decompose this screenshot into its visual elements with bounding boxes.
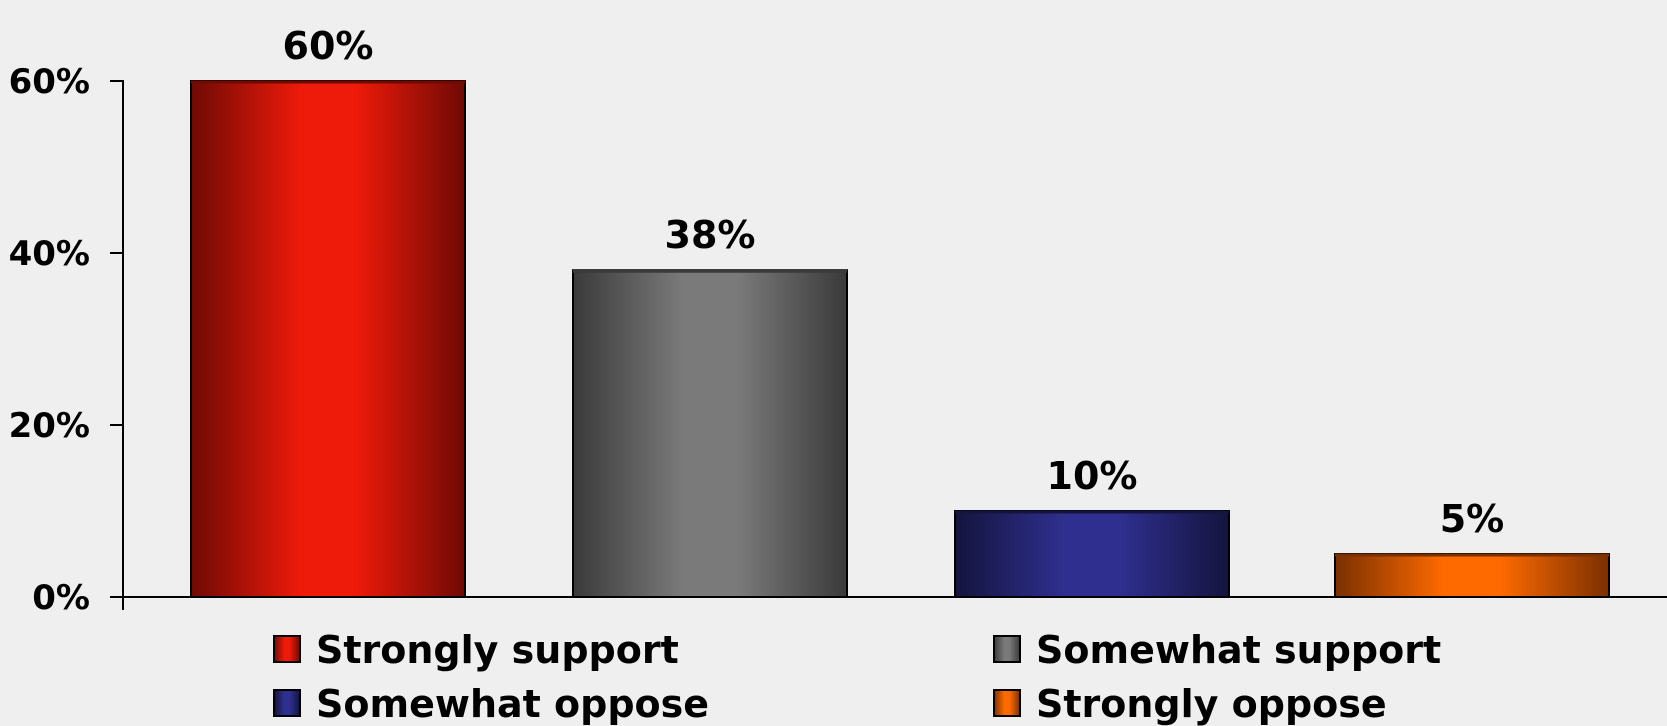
legend-label: Strongly oppose bbox=[1036, 682, 1387, 726]
data-labels: 60% 38% 10% 5% bbox=[283, 24, 1505, 541]
legend-swatch bbox=[273, 689, 301, 717]
bars-layer bbox=[190, 80, 1610, 598]
y-tick-label: 20% bbox=[9, 406, 90, 446]
legend-swatch bbox=[993, 689, 1021, 717]
bar bbox=[190, 80, 466, 598]
y-tick-label: 40% bbox=[9, 234, 90, 274]
data-label: 5% bbox=[1440, 497, 1505, 541]
y-tick-label: 0% bbox=[32, 578, 90, 618]
legend: Strongly support Somewhat support Somewhat… bbox=[273, 628, 1441, 726]
bar bbox=[572, 269, 848, 598]
legend-swatch bbox=[273, 635, 301, 663]
bar bbox=[954, 510, 1230, 598]
bar bbox=[1334, 553, 1610, 598]
data-label: 38% bbox=[665, 213, 756, 257]
y-ticks: 0% 20% 40% 60% bbox=[9, 62, 123, 618]
data-label: 10% bbox=[1047, 454, 1138, 498]
data-label: 60% bbox=[283, 24, 374, 68]
y-tick-label: 60% bbox=[9, 62, 90, 102]
legend-label: Somewhat oppose bbox=[316, 682, 709, 726]
legend-label: Strongly support bbox=[316, 628, 679, 672]
legend-swatch bbox=[993, 635, 1021, 663]
y-axis bbox=[116, 80, 1667, 610]
legend-label: Somewhat support bbox=[1036, 628, 1441, 672]
